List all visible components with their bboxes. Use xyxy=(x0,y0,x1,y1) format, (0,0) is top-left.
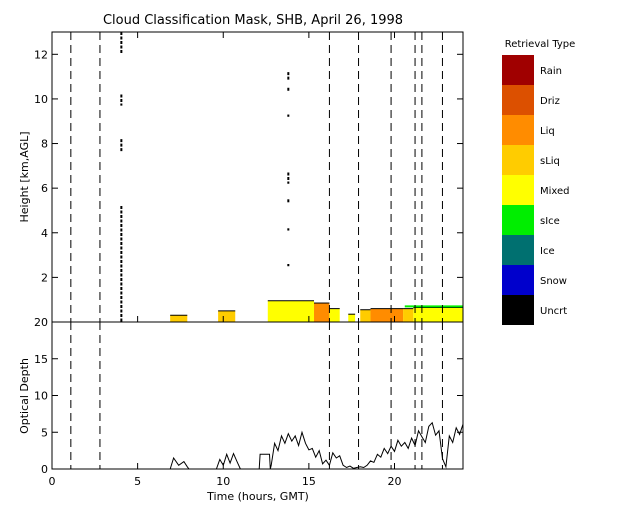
od-x-tick-label: 10 xyxy=(216,475,230,488)
cloud-region xyxy=(413,307,463,322)
mask-y-tick-label: 2 xyxy=(41,271,48,284)
mask-panel: 2 4 6 8 10 12 Height [km,AGL] xyxy=(18,31,464,323)
od-y-tick-label: 20 xyxy=(34,316,48,329)
mask-y-ticks: 2 4 6 8 10 12 xyxy=(34,48,463,284)
legend-swatch xyxy=(502,85,534,115)
od-y-axis-label: Optical Depth xyxy=(18,358,31,434)
mask-y-tick-label: 6 xyxy=(41,182,48,195)
cloud-region xyxy=(218,310,236,322)
od-frame xyxy=(51,321,464,470)
mask-cloud-top xyxy=(170,300,463,316)
legend-title: Retrieval Type xyxy=(505,39,576,50)
od-dashed-lines xyxy=(70,322,443,469)
legend-label: Driz xyxy=(540,96,560,107)
od-y-tick-label: 10 xyxy=(34,390,48,403)
mask-y-tick-label: 10 xyxy=(34,93,48,106)
legend-label: Uncrt xyxy=(540,306,567,317)
legend-swatch xyxy=(502,295,534,325)
od-x-tick-label: 15 xyxy=(302,475,316,488)
od-y-tick-label: 0 xyxy=(41,463,48,476)
mask-cloud-fill xyxy=(170,300,463,322)
od-x-tick-label: 20 xyxy=(388,475,402,488)
od-x-tick-label: 5 xyxy=(134,475,141,488)
legend-label: Liq xyxy=(540,126,555,137)
mask-frame xyxy=(51,31,464,323)
mask-y-axis-label: Height [km,AGL] xyxy=(18,131,31,222)
od-y-tick-label: 15 xyxy=(34,353,48,366)
cloud-region xyxy=(267,300,315,322)
cloud-region xyxy=(360,309,371,322)
legend-label: Snow xyxy=(540,276,567,287)
optical-depth-panel: 0 5 10 15 20 0 5 10 15 20 Optical Depth Time (ho… xyxy=(18,316,464,503)
od-y-tick-label: 5 xyxy=(41,426,48,439)
legend-swatch xyxy=(502,115,534,145)
cloud-region xyxy=(403,308,414,322)
legend-label: sIce xyxy=(540,216,560,227)
cloud-region xyxy=(329,308,340,322)
chart-title: Cloud Classification Mask, SHB, April 26… xyxy=(103,13,403,28)
cloud-region xyxy=(370,308,404,322)
legend-swatch xyxy=(502,265,534,295)
od-y-ticks: 0 5 10 15 20 xyxy=(34,316,463,476)
cloud-region xyxy=(170,315,188,322)
mask-y-tick-label: 12 xyxy=(34,48,48,61)
legend-swatch xyxy=(502,55,534,85)
mask-dashed-lines xyxy=(70,32,443,322)
mask-y-tick-label: 4 xyxy=(41,227,48,240)
od-x-tick-label: 0 xyxy=(49,475,56,488)
legend-label: Mixed xyxy=(540,186,570,197)
legend: Retrieval Type Rain Driz Liq sLiq Mixed sIce I… xyxy=(502,39,575,325)
cloud-region xyxy=(314,303,330,322)
od-x-ticks: 0 5 10 15 20 xyxy=(49,463,402,488)
legend-swatch xyxy=(502,175,534,205)
mask-uncertain xyxy=(120,32,290,322)
legend-label: Ice xyxy=(540,246,555,257)
mask-y-tick-label: 8 xyxy=(41,138,48,151)
legend-swatch xyxy=(502,145,534,175)
od-series-line xyxy=(169,421,464,470)
legend-swatch xyxy=(502,235,534,265)
cloud-region xyxy=(348,314,356,322)
x-axis-label: Time (hours, GMT) xyxy=(206,490,309,503)
mask-x-ticks xyxy=(51,32,395,322)
legend-items: Rain Driz Liq sLiq Mixed sIce Ice Snow Uncrt xyxy=(502,55,570,325)
legend-swatch xyxy=(502,205,534,235)
legend-label: Rain xyxy=(540,66,562,77)
legend-label: sLiq xyxy=(540,156,560,167)
